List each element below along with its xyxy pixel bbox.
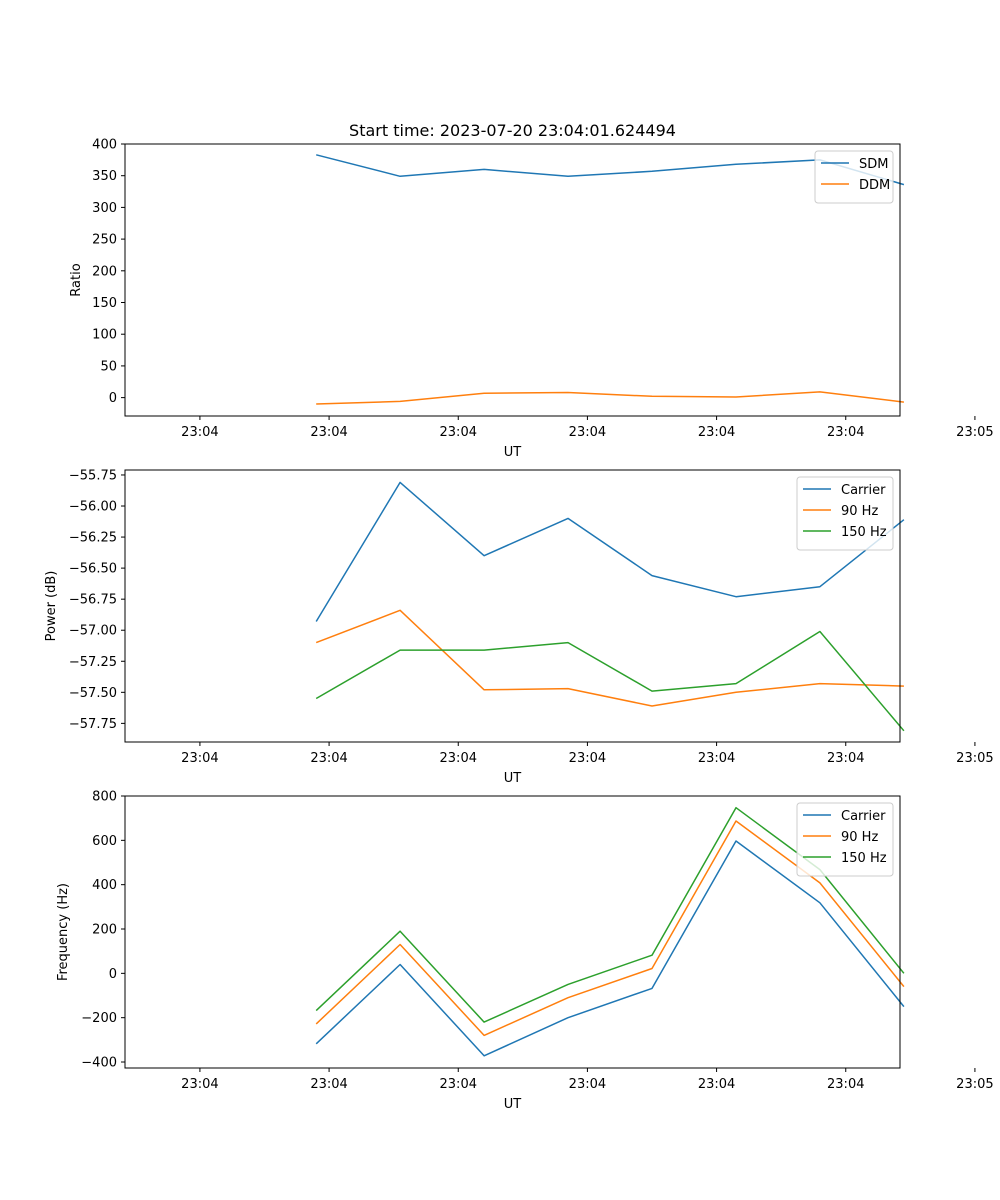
x-tick-label: 23:04	[181, 425, 218, 440]
y-tick-label: 600	[92, 834, 117, 849]
x-tick-label: 23:04	[698, 425, 735, 440]
y-tick-label: −56.50	[69, 562, 117, 577]
x-tick-label: 23:04	[698, 751, 735, 766]
x-tick-label: 23:04	[440, 1077, 477, 1092]
y-tick-label: 350	[92, 169, 117, 184]
y-tick-label: −55.75	[69, 468, 117, 483]
y-tick-label: −57.00	[69, 624, 117, 639]
subplot-3: 23:04 23:04 23:04 23:04 23:04 23:04 23:05 −400 −…	[56, 790, 994, 1113]
x-tick-label: 23:04	[827, 425, 864, 440]
subplots: 23:04 23:04 23:04 23:04 23:04 23:04 23:05 0 50 10…	[44, 138, 994, 1113]
x-tick-label: 23:05	[956, 751, 993, 766]
x-tick-label: 23:05	[956, 1077, 993, 1092]
x-tick-label: 23:04	[181, 751, 218, 766]
x-tick-label: 23:04	[310, 751, 347, 766]
y-tick-label: −200	[81, 1011, 117, 1026]
legend-label: 90 Hz	[841, 504, 878, 519]
y-tick-label: 300	[92, 201, 117, 216]
x-tick-label: 23:05	[956, 425, 993, 440]
series-line-carrier	[315, 840, 905, 1057]
x-tick-label: 23:04	[827, 1077, 864, 1092]
y-tick-label: −57.25	[69, 655, 117, 670]
y-tick-label: 250	[92, 233, 117, 248]
x-axis-label: UT	[504, 771, 522, 786]
y-tick-label: −57.50	[69, 686, 117, 701]
x-tick-label: 23:04	[440, 751, 477, 766]
y-tick-label: 50	[100, 359, 117, 374]
axes-frame	[124, 469, 901, 743]
y-tick-label: −57.75	[69, 717, 117, 732]
figure-title: Start time: 2023-07-20 23:04:01.624494	[349, 121, 676, 140]
legend: SDM DDM	[814, 150, 894, 204]
legend: Carrier 90 Hz 150 Hz	[796, 476, 894, 551]
series-line-90-hz	[315, 609, 904, 707]
legend: Carrier 90 Hz 150 Hz	[796, 802, 894, 877]
y-tick-label: 150	[92, 296, 117, 311]
x-tick-label: 23:04	[698, 1077, 735, 1092]
y-tick-label: 400	[92, 138, 117, 153]
x-tick-label: 23:04	[569, 1077, 606, 1092]
x-axis-label: UT	[504, 1097, 522, 1112]
y-tick-label: 200	[92, 923, 117, 938]
legend-label: 150 Hz	[841, 851, 887, 866]
x-tick-label: 23:04	[440, 425, 477, 440]
legend-box	[814, 150, 894, 204]
x-tick-label: 23:04	[827, 751, 864, 766]
x-tick-label: 23:04	[310, 425, 347, 440]
subplot-1: 23:04 23:04 23:04 23:04 23:04 23:04 23:05 0 50 10…	[69, 138, 994, 461]
y-axis-label: Power (dB)	[44, 571, 59, 642]
series-line-sdm	[316, 154, 905, 186]
y-axis-label: Frequency (Hz)	[56, 883, 71, 981]
subplot-2: 23:04 23:04 23:04 23:04 23:04 23:04 23:05 −57.7…	[44, 468, 994, 786]
x-tick-label: 23:04	[310, 1077, 347, 1092]
legend-label: Carrier	[841, 809, 886, 824]
series-line-150-hz	[315, 630, 905, 732]
y-tick-label: 0	[109, 391, 117, 406]
legend-label: 90 Hz	[841, 830, 878, 845]
y-tick-label: 200	[92, 264, 117, 279]
y-tick-label: 100	[92, 328, 117, 343]
y-tick-label: 400	[92, 878, 117, 893]
y-tick-label: 0	[109, 967, 117, 982]
legend-label: 150 Hz	[841, 525, 887, 540]
legend-label: DDM	[859, 178, 890, 193]
y-tick-label: −400	[81, 1056, 117, 1071]
x-tick-label: 23:04	[569, 751, 606, 766]
axes-frame	[124, 143, 901, 417]
y-tick-label: 800	[92, 790, 117, 805]
y-tick-label: −56.75	[69, 593, 117, 608]
y-tick-label: −56.25	[69, 531, 117, 546]
axes-frame	[124, 795, 901, 1069]
x-tick-label: 23:04	[569, 425, 606, 440]
legend-label: SDM	[859, 157, 888, 172]
y-axis-label: Ratio	[69, 263, 84, 296]
series-line-carrier	[315, 481, 905, 622]
y-tick-label: −56.00	[69, 500, 117, 515]
x-tick-label: 23:04	[181, 1077, 218, 1092]
x-axis-label: UT	[504, 445, 522, 460]
series-line-ddm	[316, 391, 904, 405]
legend-label: Carrier	[841, 483, 886, 498]
